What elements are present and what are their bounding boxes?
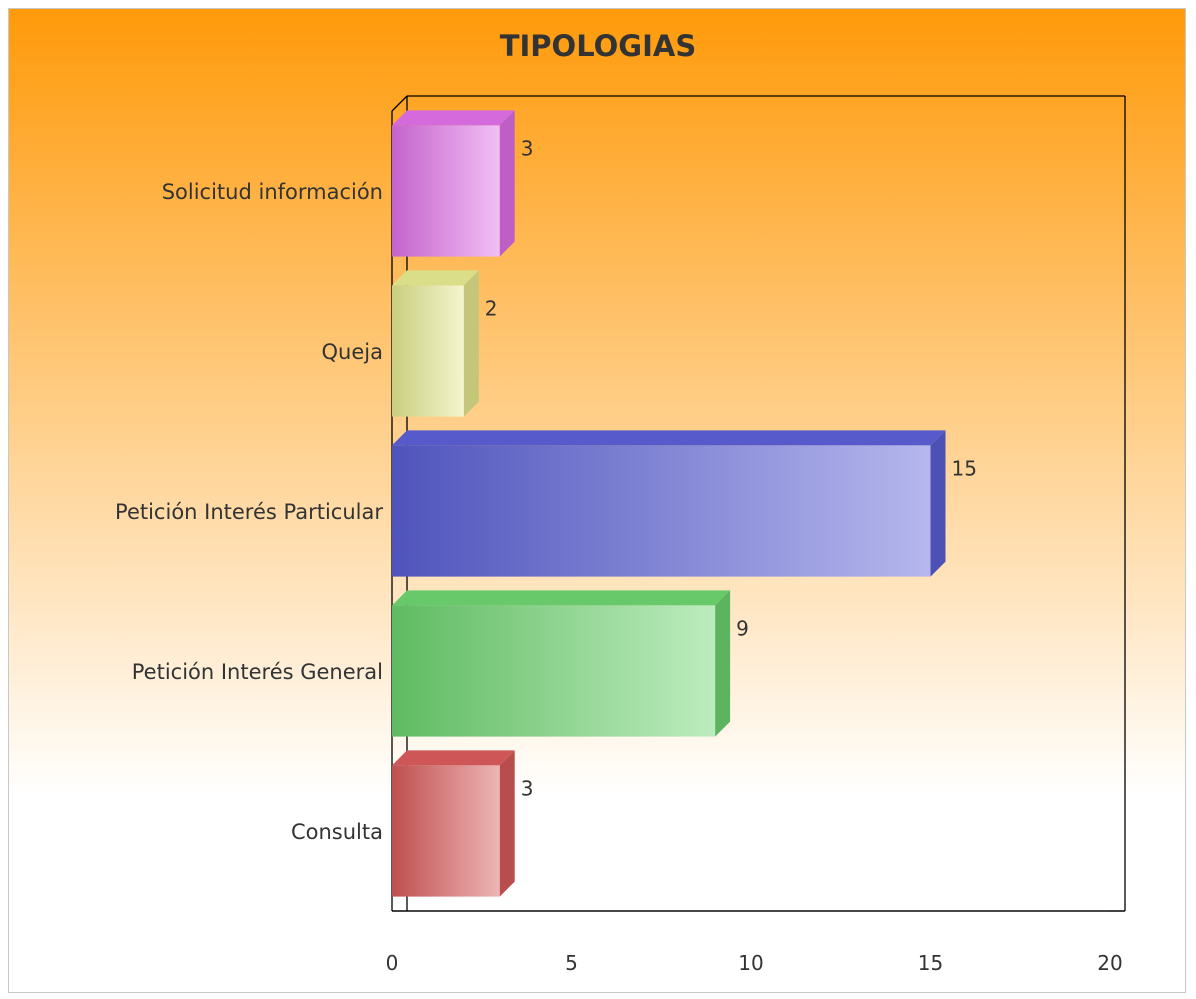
value-label: 3 [521, 776, 534, 800]
bar-front-face [392, 125, 500, 257]
bar-front-face [392, 285, 464, 417]
bar-side-face [930, 430, 946, 577]
bar-front-face [392, 765, 500, 897]
bar-top-face [392, 590, 731, 606]
value-label: 15 [952, 456, 977, 480]
chart-title: TIPOLOGIAS [500, 29, 697, 63]
bar-4 [392, 590, 731, 737]
bar-front-face [392, 605, 716, 737]
bar-chart: TIPOLOGIAS Solicitud información Queja Pet… [9, 9, 1185, 992]
value-label: 3 [521, 136, 534, 160]
category-label: Queja [322, 340, 383, 364]
bar-side-face [499, 110, 515, 257]
x-tick-label: 15 [918, 951, 943, 975]
value-label: 2 [485, 296, 498, 320]
bar-side-face [715, 590, 731, 737]
bar-top-face [392, 270, 479, 286]
bar-top-face [392, 430, 946, 446]
bar-front-face [392, 445, 931, 577]
bar-side-face [499, 750, 515, 897]
bar-top-face [392, 110, 515, 126]
category-label: Solicitud información [162, 180, 383, 204]
category-label: Consulta [291, 820, 383, 844]
category-label: Petición Interés General [132, 660, 383, 684]
value-label: 9 [736, 616, 749, 640]
bar-side-face [463, 270, 479, 417]
bar-top-face [392, 750, 515, 766]
chart-frame: TIPOLOGIAS Solicitud información Queja Pet… [8, 8, 1186, 993]
category-label: Petición Interés Particular [115, 500, 383, 524]
x-tick-label: 20 [1097, 951, 1122, 975]
bar-2 [392, 270, 479, 417]
value-labels: 3 2 15 9 3 [485, 136, 977, 800]
category-labels: Solicitud información Queja Petición Inter… [115, 180, 383, 844]
x-tick-label: 5 [565, 951, 578, 975]
frame-top-corner [391, 95, 408, 112]
bar-3 [392, 430, 946, 577]
bar-5 [392, 750, 515, 897]
x-axis-ticks: 0 5 10 15 20 [386, 951, 1123, 975]
bar-1 [392, 110, 515, 257]
x-tick-label: 10 [738, 951, 763, 975]
bars [392, 110, 946, 897]
x-tick-label: 0 [386, 951, 399, 975]
